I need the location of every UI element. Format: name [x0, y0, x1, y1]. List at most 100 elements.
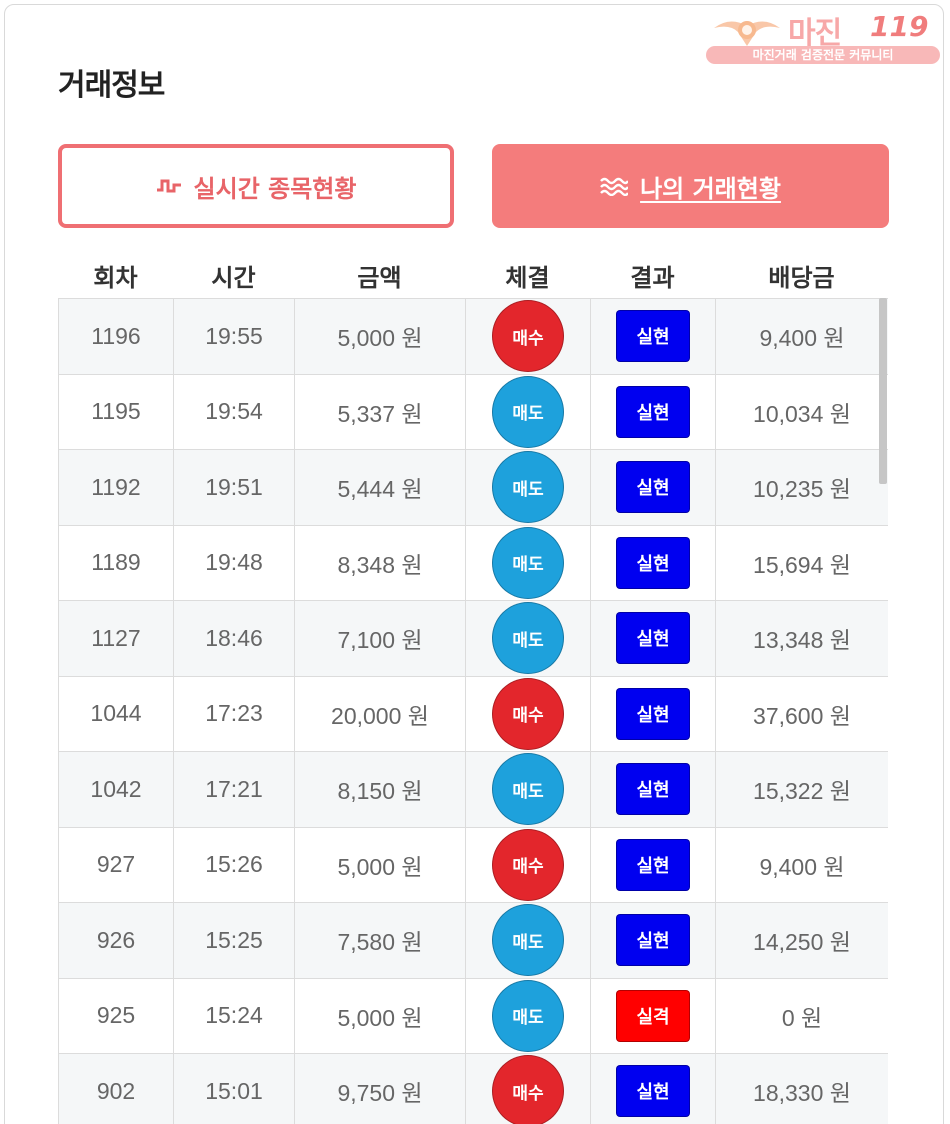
- tab-live-status[interactable]: 실시간 종목현황: [58, 144, 454, 228]
- cell-execution: 매도: [465, 977, 591, 1054]
- cell-payout: 15,322 원: [715, 751, 888, 828]
- page-title: 거래정보: [58, 68, 165, 103]
- table-row: 1192 19:51 5,444 원 매도 실현 10,235 원: [58, 449, 888, 526]
- trade-type-badge: 매도: [492, 904, 564, 977]
- trade-type-badge: 매수: [492, 1055, 564, 1124]
- trade-type-badge: 매도: [492, 602, 564, 675]
- cell-payout: 13,348 원: [715, 600, 888, 677]
- column-header-result: 결과: [630, 263, 675, 292]
- tab-my-trades[interactable]: 나의 거래현황: [492, 144, 889, 228]
- cell-amount: 9,750 원: [294, 1053, 466, 1124]
- table-row: 1196 19:55 5,000 원 매수 실현 9,400 원: [58, 298, 888, 375]
- cell-round: 1189: [58, 524, 174, 601]
- cell-execution: 매도: [465, 524, 591, 601]
- result-badge: 실격: [616, 989, 690, 1042]
- cell-amount: 5,444 원: [294, 449, 466, 526]
- cell-amount: 8,150 원: [294, 751, 466, 828]
- cell-execution: 매수: [465, 675, 591, 752]
- cell-execution: 매수: [465, 826, 591, 903]
- trade-type-badge: 매도: [492, 753, 564, 826]
- cell-amount: 5,337 원: [294, 373, 466, 450]
- cell-round: 925: [58, 977, 174, 1054]
- cell-result: 실현: [590, 298, 716, 375]
- cell-round: 1196: [58, 298, 174, 375]
- result-badge: 실현: [616, 612, 690, 665]
- cell-result: 실격: [590, 977, 716, 1054]
- cell-amount: 20,000 원: [294, 675, 466, 752]
- table-row: 1127 18:46 7,100 원 매도 실현 13,348 원: [58, 600, 888, 677]
- trade-table-scroll[interactable]: 1196 19:55 5,000 원 매수 실현 9,400 원 1195 19:54 5,33…: [58, 298, 888, 1124]
- watermark-brand: 마진: [788, 16, 842, 51]
- cell-result: 실현: [590, 675, 716, 752]
- cell-execution: 매도: [465, 902, 591, 979]
- result-badge: 실현: [616, 914, 690, 967]
- cell-execution: 매도: [465, 751, 591, 828]
- tab-live-label: 실시간 종목현황: [193, 174, 357, 203]
- cell-time: 17:21: [173, 751, 295, 828]
- cell-round: 1192: [58, 449, 174, 526]
- waves-icon: [600, 177, 629, 196]
- table-row: 1044 17:23 20,000 원 매수 실현 37,600 원: [58, 675, 888, 752]
- cell-result: 실현: [590, 600, 716, 677]
- cell-execution: 매도: [465, 449, 591, 526]
- trade-type-badge: 매도: [492, 451, 564, 524]
- cell-result: 실현: [590, 826, 716, 903]
- table-row: 1195 19:54 5,337 원 매도 실현 10,034 원: [58, 373, 888, 450]
- cell-execution: 매수: [465, 298, 591, 375]
- cell-amount: 5,000 원: [294, 826, 466, 903]
- cell-round: 1127: [58, 600, 174, 677]
- cell-time: 15:25: [173, 902, 295, 979]
- result-badge: 실현: [616, 461, 690, 514]
- cell-payout: 37,600 원: [715, 675, 888, 752]
- trade-table: 1196 19:55 5,000 원 매수 실현 9,400 원 1195 19:54 5,33…: [58, 298, 888, 1124]
- cell-payout: 0 원: [715, 977, 888, 1054]
- result-badge: 실현: [616, 536, 690, 589]
- trade-type-badge: 매수: [492, 828, 564, 901]
- emblem-icon: [714, 21, 780, 46]
- cell-amount: 5,000 원: [294, 977, 466, 1054]
- cell-result: 실현: [590, 449, 716, 526]
- cell-time: 15:24: [173, 977, 295, 1054]
- table-header: 회차 시간 금액 체결 결과 배당금: [58, 252, 888, 298]
- table-row: 1189 19:48 8,348 원 매도 실현 15,694 원: [58, 524, 888, 601]
- cell-round: 902: [58, 1053, 174, 1124]
- cell-payout: 18,330 원: [715, 1053, 888, 1124]
- cell-payout: 9,400 원: [715, 826, 888, 903]
- cell-result: 실현: [590, 524, 716, 601]
- cell-time: 19:48: [173, 524, 295, 601]
- cell-result: 실현: [590, 373, 716, 450]
- pulse-icon: [156, 179, 181, 193]
- column-header-amount: 금액: [357, 263, 402, 292]
- watermark-logo: 마진 119 마진거래 검증전문 커뮤니티: [706, 8, 940, 64]
- cell-time: 17:23: [173, 675, 295, 752]
- cell-payout: 15,694 원: [715, 524, 888, 601]
- tab-my-trades-label: 나의 거래현황: [640, 174, 781, 203]
- trade-type-badge: 매도: [492, 375, 564, 448]
- cell-time: 18:46: [173, 600, 295, 677]
- result-badge: 실현: [616, 687, 690, 740]
- cell-payout: 9,400 원: [715, 298, 888, 375]
- cell-result: 실현: [590, 751, 716, 828]
- cell-time: 15:01: [173, 1053, 295, 1124]
- table-row: 925 15:24 5,000 원 매도 실격 0 원: [58, 977, 888, 1054]
- cell-time: 15:26: [173, 826, 295, 903]
- cell-payout: 14,250 원: [715, 902, 888, 979]
- watermark-bar: [706, 46, 940, 64]
- cell-time: 19:51: [173, 449, 295, 526]
- column-header-time: 시간: [211, 263, 256, 292]
- cell-execution: 매도: [465, 373, 591, 450]
- trade-type-badge: 매수: [492, 677, 564, 750]
- cell-execution: 매수: [465, 1053, 591, 1124]
- table-scrollbar[interactable]: [879, 298, 887, 484]
- cell-round: 1044: [58, 675, 174, 752]
- cell-amount: 7,100 원: [294, 600, 466, 677]
- watermark-tagline: 마진거래 검증전문 커뮤니티: [752, 48, 894, 62]
- cell-amount: 5,000 원: [294, 298, 466, 375]
- trade-type-badge: 매수: [492, 300, 564, 373]
- cell-time: 19:55: [173, 298, 295, 375]
- cell-round: 1195: [58, 373, 174, 450]
- result-badge: 실현: [616, 763, 690, 816]
- column-header-payout: 배당금: [768, 263, 835, 292]
- table-row: 1042 17:21 8,150 원 매도 실현 15,322 원: [58, 751, 888, 828]
- table-row: 927 15:26 5,000 원 매수 실현 9,400 원: [58, 826, 888, 903]
